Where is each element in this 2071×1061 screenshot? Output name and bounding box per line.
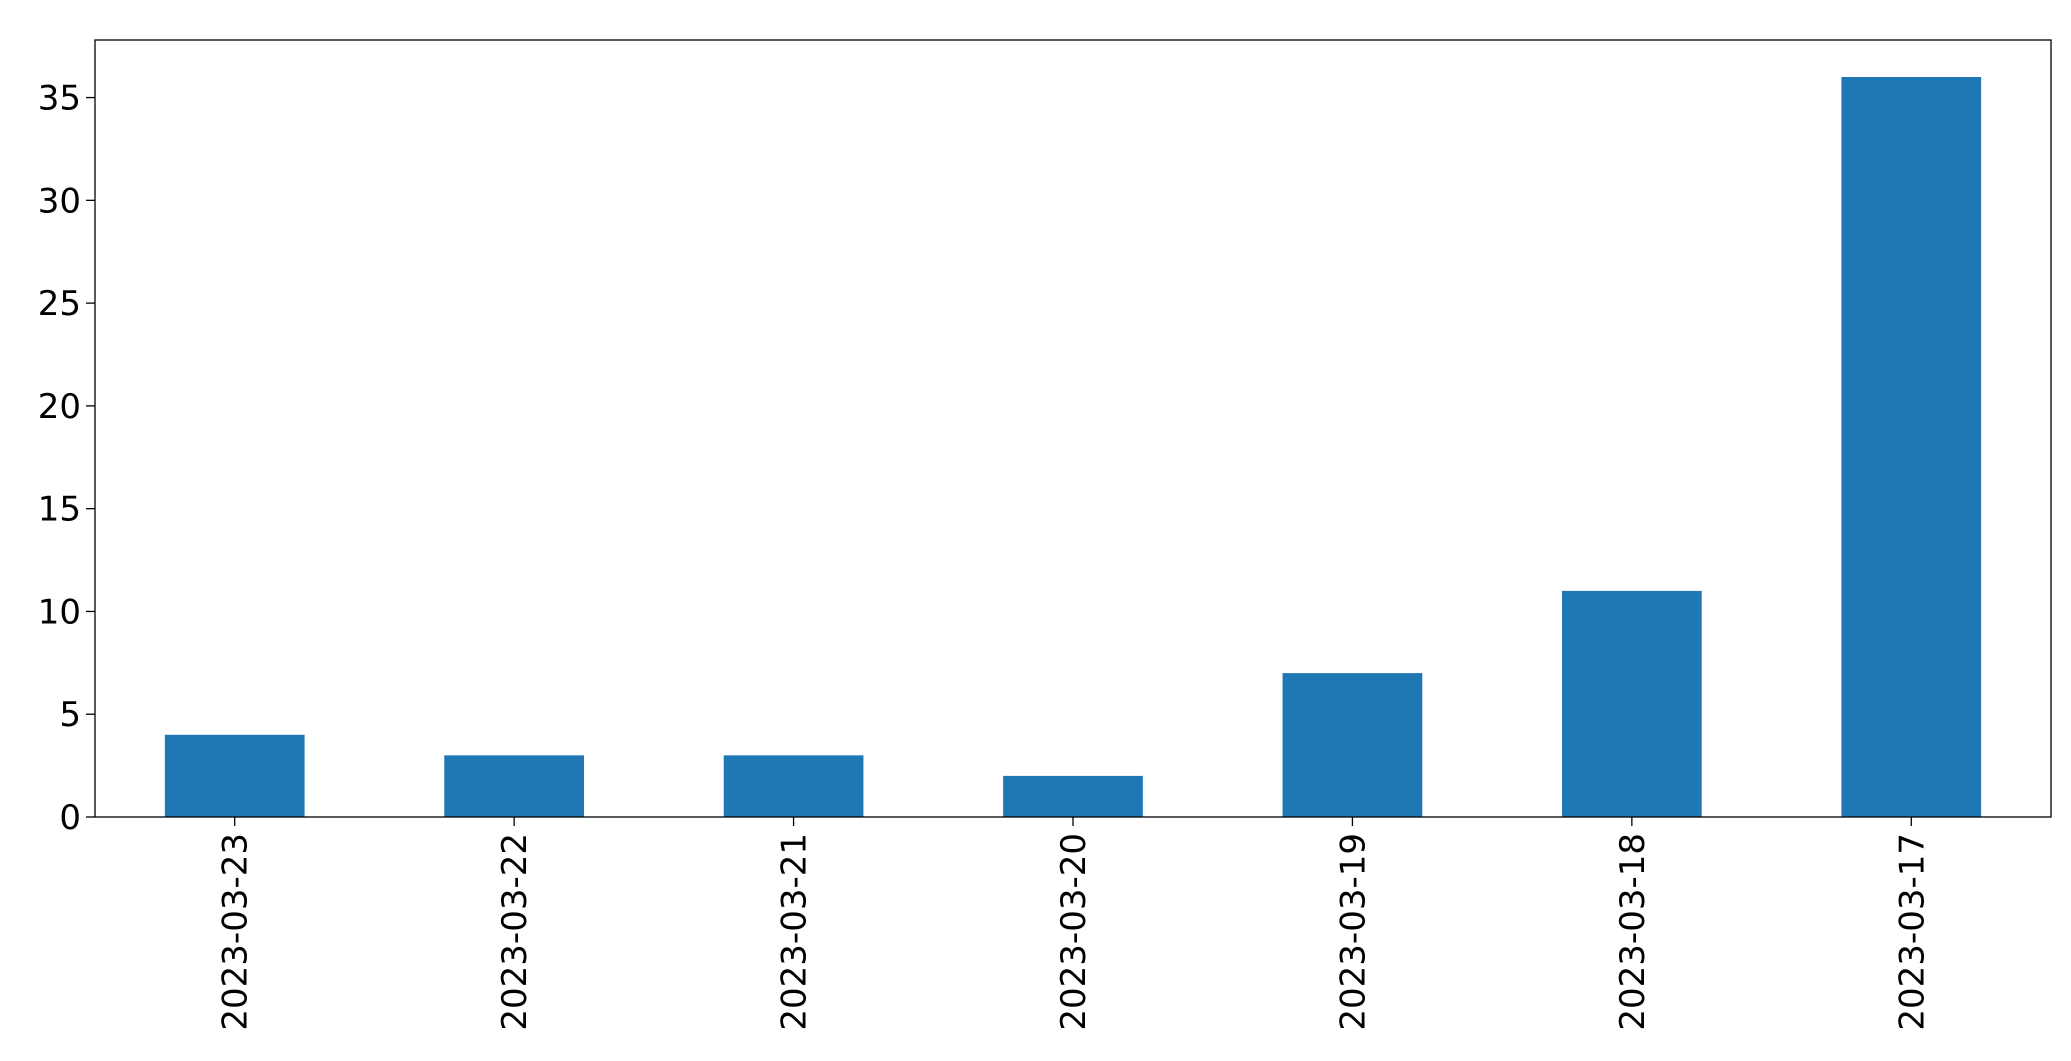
x-tick-label: 2023-03-17 xyxy=(1892,833,1932,1031)
bar xyxy=(164,734,305,817)
x-tick-label: 2023-03-20 xyxy=(1054,833,1094,1031)
bar xyxy=(1282,673,1423,817)
bar xyxy=(723,755,864,817)
y-tick-label: 10 xyxy=(38,592,81,632)
x-tick-label: 2023-03-22 xyxy=(495,833,535,1031)
x-tick-label: 2023-03-19 xyxy=(1333,833,1373,1031)
x-tick-label: 2023-03-18 xyxy=(1613,833,1653,1031)
bar xyxy=(444,755,584,817)
plot-frame xyxy=(94,39,2052,818)
y-tick-label: 5 xyxy=(59,695,81,735)
x-tick-label: 2023-03-21 xyxy=(775,833,815,1031)
y-tick-label: 0 xyxy=(59,798,81,838)
y-tick-label: 30 xyxy=(38,181,81,221)
y-tick-label: 20 xyxy=(38,387,81,427)
bar xyxy=(1003,775,1143,817)
y-tick-label: 25 xyxy=(38,284,81,324)
y-tick-label: 15 xyxy=(38,490,81,530)
y-tick-label: 35 xyxy=(38,79,81,119)
bar xyxy=(1562,590,1702,817)
x-tick-label: 2023-03-23 xyxy=(216,833,256,1031)
bar xyxy=(1841,77,1982,817)
